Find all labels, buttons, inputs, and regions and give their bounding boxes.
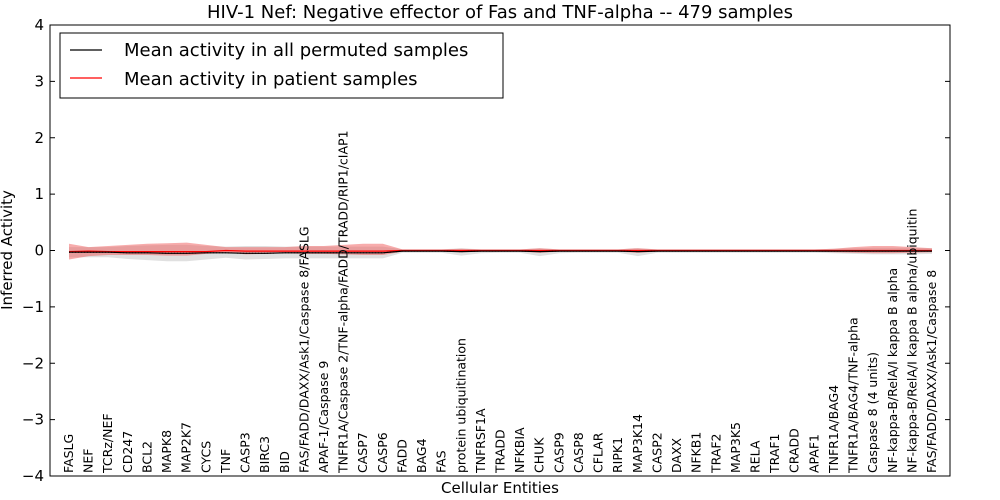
- x-tick-label: CASP3: [238, 432, 253, 473]
- y-tick-label: 2: [34, 129, 44, 147]
- x-tick-label: APAF-1/Caspase 9: [316, 361, 331, 473]
- y-tick-label: 3: [34, 72, 44, 90]
- x-axis-label: Cellular Entities: [441, 479, 559, 497]
- x-tick-label: TCRz/NEF: [100, 413, 115, 474]
- x-tick-label: MAP3K14: [630, 414, 645, 473]
- x-tick-label: TNF: [218, 449, 233, 474]
- legend-label-permuted: Mean activity in all permuted samples: [124, 40, 468, 61]
- x-tick-label: BIRC3: [257, 436, 272, 473]
- x-tick-label: protein ubiquitination: [453, 338, 468, 473]
- y-tick-label: −2: [22, 354, 44, 372]
- x-tick-label: CASP2: [649, 432, 664, 473]
- x-tick-label: MAPK8: [159, 430, 174, 473]
- x-tick-label: MAP3K5: [728, 422, 743, 473]
- x-tick-label: CRADD: [787, 428, 802, 473]
- x-tick-label: BAG4: [414, 438, 429, 473]
- x-tick-label: TNFR1A/Caspase 2/TNF-alpha/FADD/TRADD/RI…: [336, 130, 351, 474]
- x-tick-label: NF-kappa-B/RelA/I kappa B alpha: [885, 268, 900, 473]
- x-tick-label: APAF1: [806, 434, 821, 473]
- x-tick-label: CYCS: [198, 441, 213, 473]
- x-tick-label: BID: [277, 451, 292, 473]
- x-tick-label: CFLAR: [591, 432, 606, 473]
- legend-box: [59, 32, 504, 99]
- x-tick-label: DAXX: [669, 437, 684, 473]
- x-tick-label: CD247: [120, 431, 135, 473]
- x-tick-label: TNFRSF1A: [473, 408, 488, 474]
- legend: Mean activity in all permuted samples Me…: [59, 32, 504, 99]
- x-tick-label: CASP8: [571, 432, 586, 473]
- chart-title: HIV-1 Nef: Negative effector of Fas and …: [207, 2, 793, 23]
- y-tick-label: 0: [34, 242, 44, 260]
- x-tick-label: RIPK1: [610, 437, 625, 473]
- x-tick-label: CASP7: [355, 432, 370, 473]
- x-tick-label: FASLG: [61, 434, 76, 473]
- x-tick-label: NF-kappa-B/RelA/I kappa B alpha/ubiquiti…: [904, 209, 919, 473]
- x-tick-label: CASP9: [551, 432, 566, 473]
- x-tick-label: NFKB1: [689, 432, 704, 473]
- x-tick-label: NEF: [81, 449, 96, 473]
- series-lines: [68, 249, 932, 254]
- x-tick-label: FAS/FADD/DAXX/Ask1/Caspase 8/FASLG: [296, 226, 311, 473]
- line-permuted: [69, 250, 932, 254]
- x-tick-label: CASP6: [375, 432, 390, 473]
- x-tick-label: FAS: [434, 450, 449, 473]
- x-tick-label: CHUK: [532, 437, 547, 473]
- x-tick-labels: FASLG NEF TCRz/NEF CD247 BCL2 MAPK8 MAP2K7 CYCS…: [61, 130, 939, 474]
- x-tick-label: RELA: [748, 440, 763, 473]
- x-tick-label: MAP2K7: [179, 422, 194, 473]
- y-tick-label: 1: [34, 185, 44, 203]
- x-tick-label: Caspase 8 (4 units): [865, 352, 880, 473]
- x-tick-label: TNFR1A/BAG4/TNF-alpha: [846, 317, 861, 474]
- y-axis: −4 −3 −2 −1 0 1 2 3 4: [22, 16, 950, 485]
- x-tick-label: TRADD: [493, 429, 508, 474]
- y-tick-label: −3: [22, 411, 44, 429]
- plot-area: FASLG NEF TCRz/NEF CD247 BCL2 MAPK8 MAP2K7 CYCS…: [61, 130, 939, 474]
- x-tick-label: TRAF1: [767, 433, 782, 474]
- legend-label-patient: Mean activity in patient samples: [124, 69, 418, 90]
- x-tick-label: TRAF2: [708, 433, 723, 474]
- x-tick-label: TNFR1A/BAG4: [826, 385, 841, 474]
- x-tick-label: FAS/FADD/DAXX/Ask1/Caspase 8: [924, 270, 939, 473]
- y-axis-label: Inferred Activity: [0, 190, 16, 310]
- x-tick-label: FADD: [394, 439, 409, 473]
- y-tick-label: −1: [22, 298, 44, 316]
- x-tick-label: BCL2: [140, 441, 155, 473]
- y-tick-label: 4: [34, 16, 44, 34]
- x-tick-label: NFKBIA: [512, 427, 527, 473]
- y-tick-label: −4: [22, 467, 44, 485]
